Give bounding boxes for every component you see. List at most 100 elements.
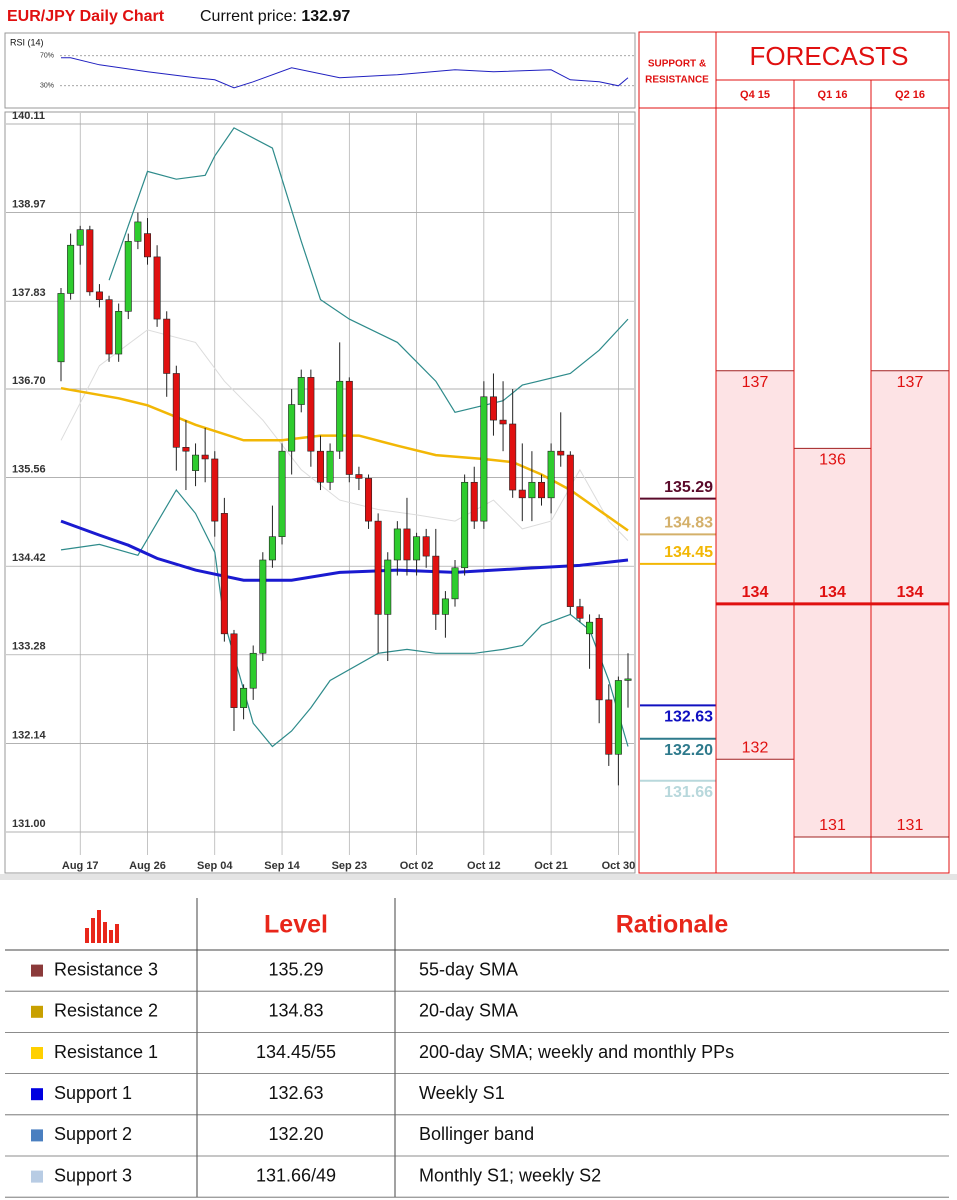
candle-body [566, 454, 574, 607]
candle-body [518, 489, 526, 499]
table-header: Rationale [616, 911, 729, 939]
candle-body [470, 481, 478, 522]
forecast-mid-label: 134 [819, 584, 846, 601]
table-header: Level [264, 911, 328, 939]
level-label: 131.66 [664, 784, 713, 801]
forecast-range [716, 370, 794, 760]
candle-body [451, 567, 459, 600]
row-swatch [31, 1088, 43, 1101]
candle-body [86, 229, 94, 293]
candle-body [143, 233, 151, 258]
candle-body [614, 680, 622, 755]
forecast-low-label: 131 [819, 817, 846, 834]
candle-body [345, 380, 353, 475]
y-tick-label: 137.83 [12, 287, 46, 299]
candle-body [230, 633, 238, 708]
overlay-line [60, 488, 629, 748]
candle-body [432, 555, 440, 615]
levels-title: SUPPORT & [648, 59, 706, 70]
x-tick-label: Sep 04 [197, 860, 233, 872]
forecast-range [794, 448, 871, 837]
candle-body [461, 481, 469, 569]
forecast-low-label: 131 [897, 817, 924, 834]
candle-body [105, 299, 113, 355]
level-label: 132.63 [664, 709, 713, 726]
candle-body [297, 377, 305, 405]
x-tick-label: Oct 21 [534, 860, 568, 872]
level-label: 134.45 [664, 544, 713, 561]
candle-body [249, 652, 257, 689]
row-rationale: Weekly S1 [419, 1083, 505, 1103]
candle-body [182, 447, 190, 452]
candle-body [557, 450, 565, 456]
x-tick-label: Oct 02 [400, 860, 434, 872]
candle-body [547, 450, 555, 499]
x-tick-label: Sep 23 [332, 860, 367, 872]
row-swatch [31, 1005, 43, 1018]
overlay-line [60, 329, 629, 541]
row-level: 134.45/55 [256, 1042, 336, 1062]
row-rationale: 20-day SMA [419, 1001, 518, 1021]
candle-body [259, 559, 267, 654]
rsi-title: RSI (14) [10, 37, 44, 47]
row-rationale: 55-day SMA [419, 959, 518, 979]
row-swatch [31, 964, 43, 977]
candle-body [67, 244, 75, 294]
candle-body [509, 423, 517, 491]
candle-body [355, 474, 363, 479]
forecasts-title: FORECASTS [750, 41, 909, 71]
price-label: Current price: [200, 8, 297, 25]
candle-body [393, 528, 401, 561]
candle-body [441, 598, 449, 615]
row-name: Resistance 1 [54, 1042, 158, 1062]
candle-body [57, 293, 65, 363]
candle-body [605, 699, 613, 755]
candle-body [153, 256, 161, 320]
period-label: Q4 15 [740, 89, 770, 101]
candle-body [220, 513, 228, 635]
row-rationale: 200-day SMA; weekly and monthly PPs [419, 1042, 734, 1062]
row-name: Support 3 [54, 1165, 132, 1185]
candle-body [538, 481, 546, 499]
y-tick-label: 135.56 [12, 464, 46, 476]
row-rationale: Bollinger band [419, 1124, 534, 1144]
candle-body [192, 454, 200, 471]
row-swatch [31, 1170, 43, 1183]
row-name: Resistance 2 [54, 1001, 158, 1021]
forecast-high-label: 137 [897, 374, 924, 391]
candle-body [413, 536, 421, 561]
candle-body [268, 536, 276, 561]
candle-body [528, 481, 536, 499]
forecast-mid-label: 134 [897, 584, 924, 601]
candle-body [336, 380, 344, 452]
row-level: 132.20 [268, 1124, 323, 1144]
row-name: Resistance 3 [54, 959, 158, 979]
chart-title: EUR/JPY Daily Chart [7, 8, 165, 25]
rsi-tick-label: 30% [40, 83, 54, 90]
x-tick-label: Aug 26 [129, 860, 166, 872]
row-swatch [31, 1129, 43, 1142]
candle-body [95, 291, 103, 300]
candle-body [624, 678, 632, 681]
row-name: Support 2 [54, 1124, 132, 1144]
row-name: Support 1 [54, 1083, 132, 1103]
y-tick-label: 133.28 [12, 641, 46, 653]
candle-body [576, 606, 584, 619]
y-tick-label: 136.70 [12, 375, 46, 387]
rsi-line [61, 57, 629, 89]
candle-body [115, 310, 123, 355]
candle-body [586, 621, 594, 635]
table-icon [85, 910, 119, 943]
candle-body [374, 520, 382, 615]
candle-body [240, 687, 248, 708]
x-tick-label: Sep 14 [264, 860, 300, 872]
price-value: 132.97 [301, 8, 350, 25]
level-label: 134.83 [664, 515, 713, 532]
forecast-low-label: 132 [742, 740, 769, 757]
candle-body [307, 377, 315, 452]
candle-body [172, 373, 180, 448]
forecast-high-label: 136 [819, 452, 846, 469]
current-price: Current price: 132.97 [200, 8, 350, 25]
row-swatch [31, 1047, 43, 1059]
